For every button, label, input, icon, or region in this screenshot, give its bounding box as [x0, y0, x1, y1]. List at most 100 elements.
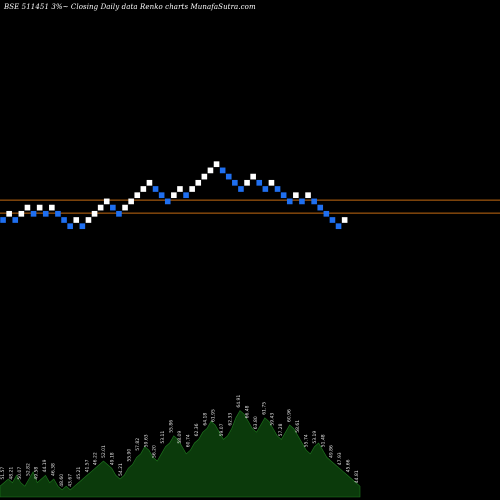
renko-brick-48 — [293, 192, 299, 199]
renko-brick-20 — [122, 204, 128, 211]
volume-label-8: 43.67 — [67, 474, 73, 487]
renko-bricks — [0, 161, 348, 230]
renko-brick-8 — [49, 204, 55, 211]
volume-label-4: 49.58 — [34, 467, 40, 480]
renko-brick-53 — [323, 210, 330, 217]
volume-label-28: 64.91 — [236, 395, 242, 408]
volume-label-0: 51.57 — [0, 467, 6, 480]
renko-brick-14 — [85, 217, 92, 223]
volume-label-11: 46.22 — [93, 452, 99, 465]
renko-brick-26 — [158, 192, 165, 199]
renko-brick-44 — [268, 179, 275, 186]
volume-label-5: 44.19 — [42, 459, 48, 472]
renko-brick-27 — [164, 198, 171, 205]
renko-brick-41 — [250, 173, 256, 180]
renko-brick-35 — [213, 161, 220, 168]
reference-lines — [0, 199, 500, 214]
volume-label-21: 58.09 — [177, 431, 183, 444]
volume-label-7: 48.60 — [59, 474, 65, 487]
renko-brick-56 — [341, 217, 348, 223]
volume-label-38: 51.48 — [320, 434, 326, 447]
volume-label-17: 59.63 — [143, 434, 149, 447]
renko-brick-7 — [42, 210, 49, 217]
renko-brick-18 — [110, 204, 116, 211]
volume-label-10: 41.57 — [84, 459, 90, 472]
renko-brick-10 — [61, 217, 67, 223]
renko-brick-36 — [219, 167, 226, 174]
volume-label-27: 62.33 — [228, 413, 234, 426]
volume-label-13: 49.18 — [110, 452, 116, 465]
renko-brick-42 — [256, 179, 263, 186]
renko-brick-55 — [335, 223, 342, 230]
renko-brick-30 — [183, 192, 189, 199]
volume-label-23: 62.36 — [194, 423, 200, 436]
renko-brick-4 — [24, 204, 31, 211]
volume-label-24: 64.18 — [202, 413, 208, 426]
renko-brick-0 — [0, 217, 6, 223]
renko-brick-22 — [134, 192, 141, 199]
renko-brick-12 — [73, 217, 80, 223]
renko-brick-46 — [280, 192, 287, 199]
volume-label-29: 66.48 — [244, 405, 250, 418]
renko-brick-54 — [329, 217, 336, 223]
renko-brick-17 — [103, 198, 110, 205]
renko-brick-32 — [195, 179, 202, 186]
renko-brick-9 — [55, 210, 61, 217]
renko-brick-16 — [97, 204, 104, 211]
volume-label-40: 47.93 — [337, 452, 343, 465]
renko-brick-37 — [225, 173, 232, 180]
renko-brick-45 — [274, 186, 281, 192]
renko-brick-51 — [311, 198, 317, 205]
renko-brick-47 — [286, 198, 293, 205]
renko-brick-13 — [79, 223, 86, 230]
volume-area — [0, 410, 361, 498]
renko-brick-40 — [244, 179, 250, 186]
renko-brick-31 — [189, 186, 195, 192]
volume-label-19: 53.11 — [160, 431, 166, 444]
volume-label-36: 55.74 — [303, 434, 309, 447]
renko-brick-52 — [317, 204, 324, 211]
renko-brick-21 — [128, 198, 134, 205]
renko-brick-43 — [262, 186, 269, 192]
volume-label-31: 61.75 — [261, 402, 267, 415]
volume-label-35: 58.61 — [295, 420, 301, 433]
renko-brick-5 — [30, 210, 37, 217]
volume-area-shape — [0, 410, 361, 498]
volume-label-3: 52.82 — [25, 463, 31, 476]
volume-label-39: 49.86 — [329, 445, 335, 458]
renko-brick-3 — [18, 210, 25, 217]
renko-brick-28 — [171, 192, 177, 199]
renko-brick-23 — [140, 186, 147, 192]
renko-brick-34 — [207, 167, 214, 174]
volume-label-33: 57.28 — [278, 423, 284, 436]
renko-brick-49 — [299, 198, 305, 205]
renko-brick-15 — [91, 210, 98, 217]
renko-brick-11 — [67, 223, 73, 230]
renko-brick-50 — [305, 192, 311, 199]
volume-label-22: 60.74 — [185, 434, 191, 447]
renko-brick-29 — [177, 186, 183, 192]
volume-label-37: 53.19 — [312, 431, 318, 444]
volume-label-2: 50.07 — [17, 467, 23, 480]
volume-label-1: 48.21 — [8, 467, 14, 480]
volume-label-14: 54.21 — [118, 463, 124, 476]
volume-label-15: 55.90 — [126, 449, 132, 462]
volume-label-42: 44.81 — [354, 470, 360, 483]
volume-label-16: 57.82 — [135, 438, 141, 451]
volume-label-41: 45.66 — [346, 459, 352, 472]
renko-brick-2 — [12, 217, 19, 223]
volume-label-32: 59.43 — [270, 413, 276, 426]
volume-label-12: 52.01 — [101, 445, 107, 458]
volume-label-30: 63.80 — [253, 416, 259, 429]
renko-brick-6 — [36, 204, 43, 211]
chart-title: BSE 511451 3%~ Closing Daily data Renko … — [4, 3, 256, 11]
volume-label-26: 59.07 — [219, 423, 225, 436]
renko-brick-39 — [238, 186, 244, 192]
volume-label-9: 45.21 — [76, 467, 82, 480]
renko-brick-38 — [232, 179, 238, 186]
renko-brick-1 — [6, 210, 12, 217]
volume-label-25: 61.95 — [211, 409, 217, 422]
renko-brick-33 — [201, 173, 208, 180]
